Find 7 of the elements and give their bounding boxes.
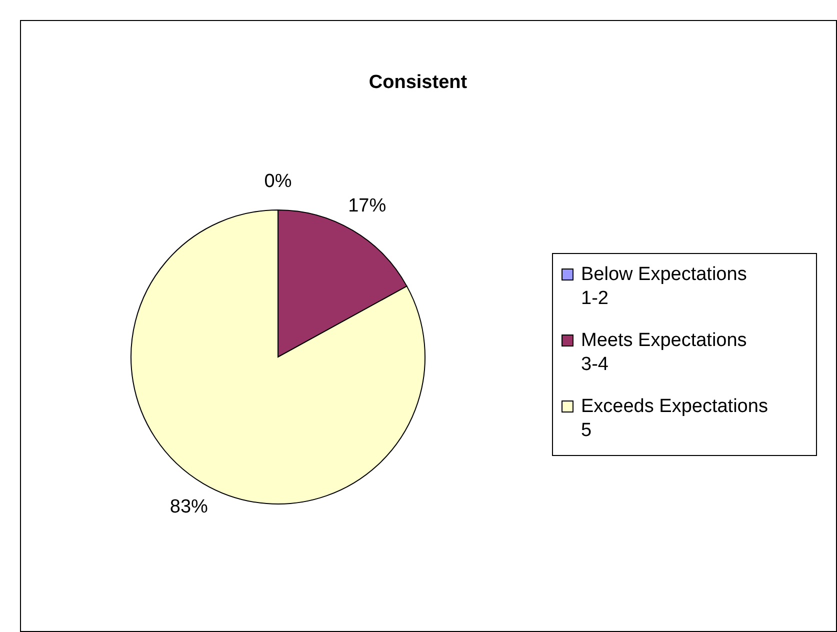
data-label: 83% (170, 496, 208, 518)
legend-label: Meets Expectations 3-4 (581, 330, 747, 375)
text: 0% (264, 171, 292, 192)
chart-title: Consistent (368, 72, 468, 93)
data-label: 17% (348, 195, 386, 216)
legend-label: Exceeds Expectations 5 (581, 396, 768, 441)
legend-label: Below Expectations 1-2 (581, 264, 747, 309)
